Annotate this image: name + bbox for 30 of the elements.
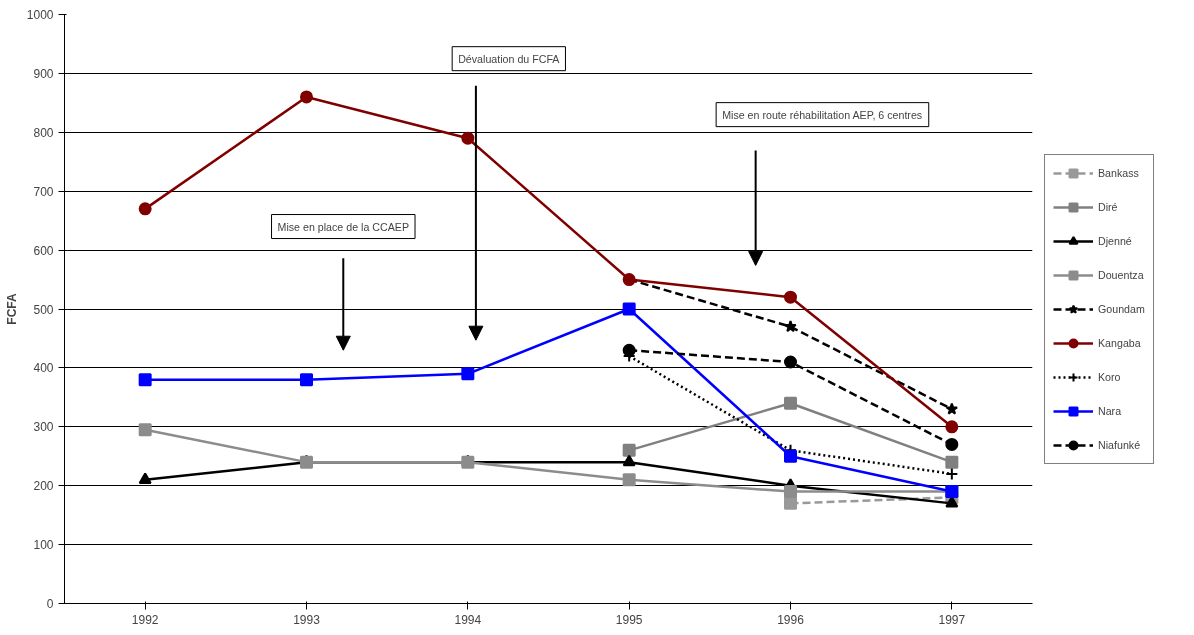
legend-label: Kangaba — [1098, 336, 1141, 349]
y-tick-label: 400 — [33, 361, 54, 376]
y-tick-label: 800 — [33, 125, 54, 140]
annotation: Mise en route réhabilitation AEP, 6 centres — [722, 108, 923, 121]
annotation: Mise en place de la CCAEP — [277, 220, 410, 233]
legend-label: Koro — [1098, 370, 1121, 383]
y-tick-label: 500 — [33, 302, 54, 317]
legend-label: Diré — [1098, 200, 1118, 213]
y-axis-title: FCFA — [4, 293, 19, 325]
y-tick-label: 200 — [33, 479, 54, 494]
y-tick-label: 700 — [33, 184, 54, 199]
y-tick-label: 1000 — [26, 8, 54, 22]
annotation: Dévaluation du FCFA — [458, 52, 561, 65]
legend-label: Goundam — [1098, 302, 1145, 315]
legend-label: Djenné — [1098, 234, 1132, 247]
x-tick-label: 1992 — [131, 612, 159, 627]
x-tick-label: 1996 — [777, 612, 805, 627]
x-tick-label: 1997 — [938, 612, 966, 627]
y-tick-label: 0 — [46, 597, 54, 611]
legend-label: Douentza — [1098, 268, 1144, 281]
y-tick-label: 100 — [33, 538, 54, 553]
x-tick-label: 1993 — [293, 612, 321, 627]
x-tick-label: 1995 — [615, 612, 643, 627]
x-tick-label: 1994 — [454, 612, 482, 627]
legend-label: Bankass — [1098, 166, 1139, 179]
y-tick-label: 900 — [33, 66, 54, 81]
y-tick-label: 600 — [33, 243, 54, 258]
legend-label: Niafunké — [1098, 438, 1141, 451]
legend-label: Nara — [1098, 404, 1122, 417]
y-tick-label: 300 — [33, 420, 54, 435]
